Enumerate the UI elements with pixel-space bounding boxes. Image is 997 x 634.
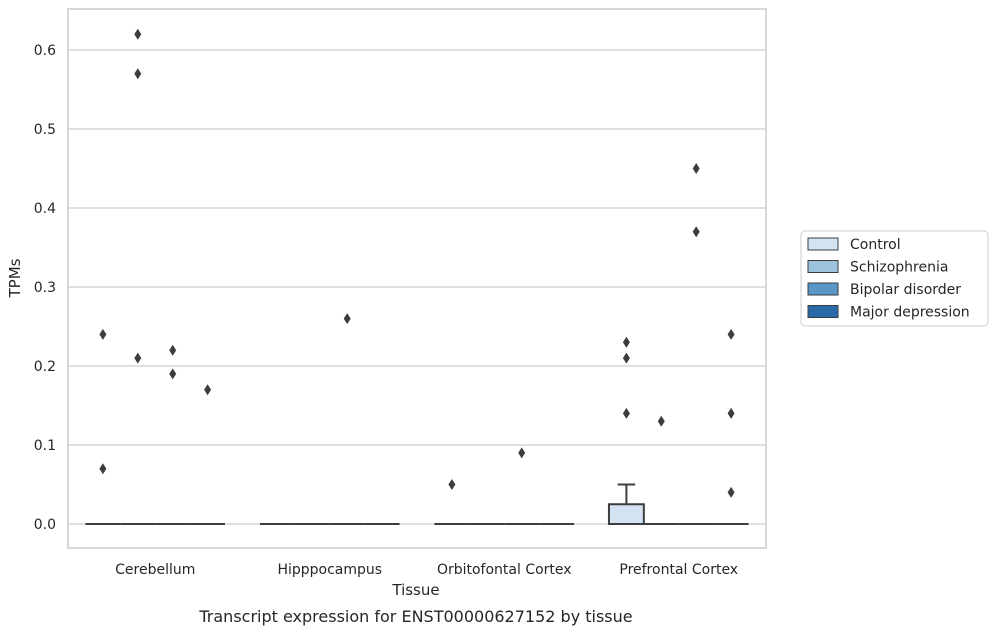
outlier-point bbox=[204, 384, 212, 396]
y-axis-title: TPMs bbox=[6, 258, 24, 298]
legend-item: Control bbox=[807, 237, 901, 253]
box bbox=[190, 384, 226, 525]
box bbox=[85, 328, 121, 525]
box bbox=[713, 328, 749, 525]
x-tick-label: Hipppocampus bbox=[277, 562, 382, 578]
y-tick-label: 0.2 bbox=[34, 359, 56, 375]
outlier-point bbox=[169, 344, 177, 356]
outlier-point bbox=[518, 447, 526, 459]
outlier-point bbox=[134, 28, 142, 40]
legend-label: Major depression bbox=[850, 305, 970, 321]
legend-swatch bbox=[807, 237, 839, 251]
y-tick-label: 0.5 bbox=[34, 122, 56, 138]
legend-swatch bbox=[807, 305, 839, 318]
box bbox=[155, 344, 191, 525]
x-tick-label: Orbitofontal Cortex bbox=[437, 562, 572, 578]
box bbox=[120, 28, 156, 525]
legend-label: Control bbox=[850, 237, 901, 253]
x-axis-title: Tissue bbox=[391, 581, 439, 599]
box bbox=[329, 313, 365, 525]
outlier-point bbox=[169, 368, 177, 380]
box bbox=[607, 336, 645, 525]
outlier-point bbox=[727, 407, 735, 419]
outlier-point bbox=[448, 479, 456, 490]
legend-frame bbox=[800, 230, 989, 327]
legend-label: Bipolar disorder bbox=[850, 282, 961, 298]
box-marks bbox=[85, 28, 749, 525]
outlier-point bbox=[727, 486, 735, 498]
outlier-point bbox=[134, 68, 142, 80]
plot-frame bbox=[67, 8, 767, 549]
y-tick-label: 0.0 bbox=[34, 517, 56, 533]
x-tick-label: Cerebellum bbox=[115, 562, 195, 578]
legend: Control Schizophrenia Bipolar disorder Majo… bbox=[800, 230, 989, 327]
box-body bbox=[607, 503, 645, 525]
outlier-point bbox=[622, 336, 630, 348]
box bbox=[504, 447, 540, 525]
legend-items: Control Schizophrenia Bipolar disorder Majo… bbox=[807, 237, 970, 321]
box bbox=[434, 479, 470, 525]
y-tick-label: 0.6 bbox=[34, 43, 56, 59]
y-tick-label: 0.1 bbox=[34, 438, 56, 454]
legend-item: Major depression bbox=[807, 305, 970, 321]
outlier-point bbox=[99, 328, 107, 340]
legend-item: Schizophrenia bbox=[807, 260, 948, 276]
y-tick-label: 0.3 bbox=[34, 280, 56, 296]
outlier-point bbox=[622, 352, 630, 364]
box bbox=[678, 163, 714, 525]
outlier-point bbox=[99, 463, 107, 475]
legend-swatch bbox=[807, 282, 839, 296]
outlier-point bbox=[622, 407, 630, 419]
plot-border bbox=[67, 8, 767, 549]
gridlines bbox=[68, 49, 766, 525]
box bbox=[643, 415, 679, 525]
outlier-point bbox=[692, 226, 700, 238]
legend-item: Bipolar disorder bbox=[807, 282, 961, 298]
legend-label: Schizophrenia bbox=[850, 260, 948, 276]
y-tick-label: 0.4 bbox=[34, 201, 56, 217]
outlier-point bbox=[727, 328, 735, 340]
chart-caption: Transcript expression for ENST0000062715… bbox=[198, 607, 632, 626]
outlier-point bbox=[343, 313, 351, 325]
y-tick-labels: 0.0 0.1 0.2 0.3 0.4 0.5 0.6 bbox=[34, 43, 56, 533]
x-tick-labels: Cerebellum Hipppocampus Orbitofontal Corte… bbox=[115, 562, 738, 578]
x-tick-label: Prefrontal Cortex bbox=[619, 562, 738, 578]
outlier-point bbox=[134, 352, 142, 364]
outlier-point bbox=[692, 163, 700, 174]
legend-swatch bbox=[807, 260, 839, 273]
outlier-point bbox=[657, 415, 665, 427]
